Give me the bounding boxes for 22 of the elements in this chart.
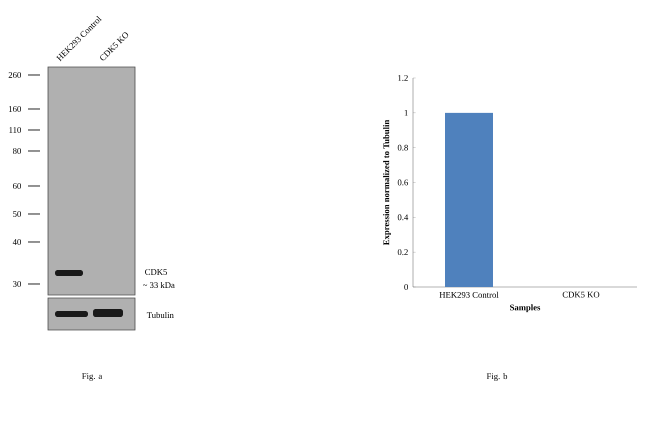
text: ~ 33 kDa bbox=[142, 282, 175, 288]
y-tick-label: 0.2 bbox=[398, 249, 408, 256]
text: 40 bbox=[12, 239, 21, 245]
x-axis-title: Samples bbox=[510, 304, 540, 312]
text: 50 bbox=[13, 211, 21, 217]
text: Fig. a bbox=[82, 373, 102, 381]
y-tick-label: 1.2 bbox=[398, 75, 408, 81]
y-tick-label: 1 bbox=[404, 110, 408, 116]
text: Fig. b bbox=[486, 373, 508, 381]
y-axis-title: Expression normalized to Tubulin bbox=[383, 120, 391, 246]
text: 60 bbox=[13, 183, 21, 189]
y-tick-label: 0.4 bbox=[398, 214, 408, 220]
text: 30 bbox=[13, 281, 21, 287]
text: 160 bbox=[9, 106, 21, 112]
text: 80 bbox=[12, 148, 21, 154]
text: Tubulin bbox=[146, 312, 174, 318]
y-tick-label: 0 bbox=[404, 284, 408, 290]
y-tick-label: 0.8 bbox=[398, 144, 408, 151]
text: 110 bbox=[9, 127, 21, 133]
y-tick-label: 0.6 bbox=[398, 180, 408, 186]
text: CDK5 bbox=[145, 269, 168, 275]
text: 260 bbox=[8, 72, 21, 78]
